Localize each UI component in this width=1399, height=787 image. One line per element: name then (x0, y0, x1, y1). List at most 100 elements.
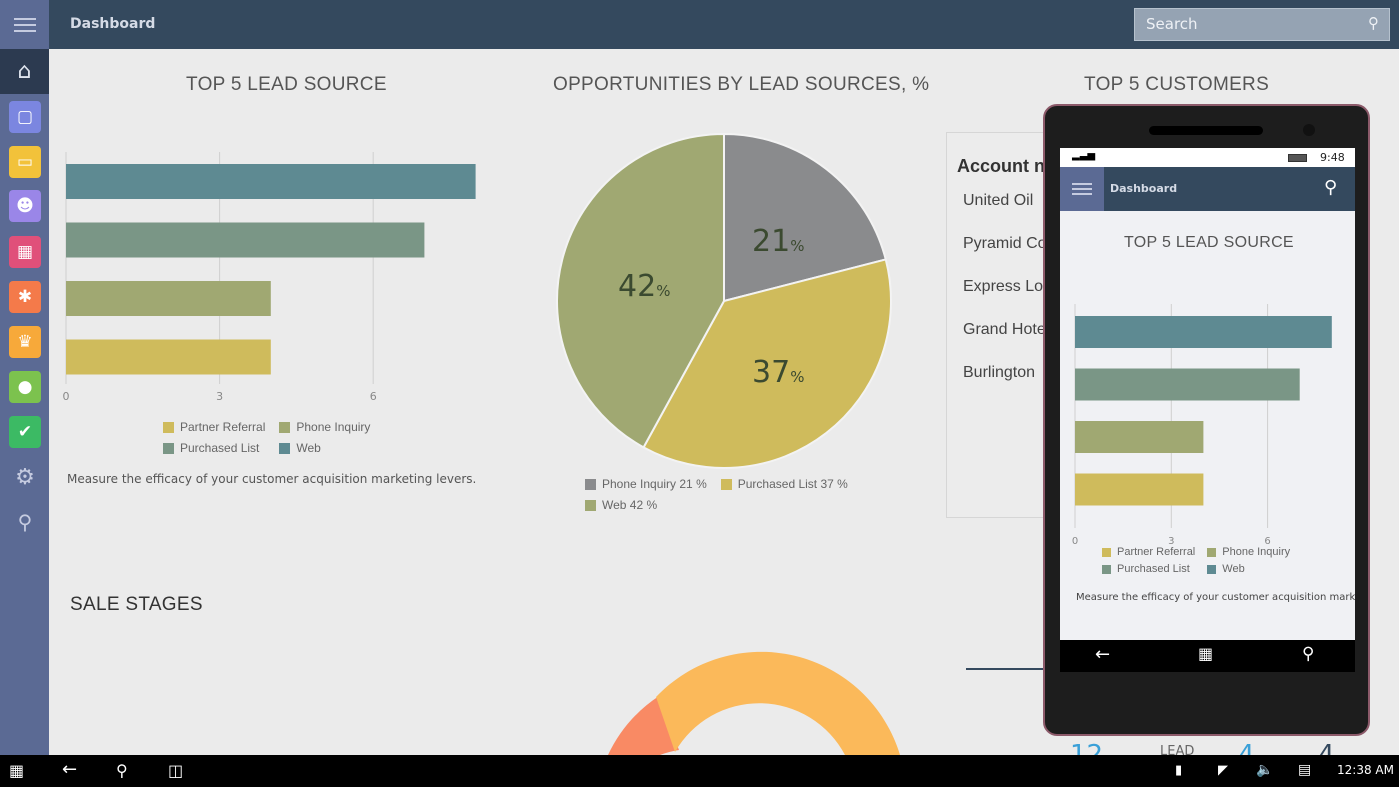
pie-slice-phone-inquiry (723, 132, 887, 303)
windows-icon[interactable]: ▦ (1198, 644, 1214, 663)
phone-bar-chart: 0 3 6 (1072, 304, 1332, 547)
table-row[interactable]: United Oil (963, 192, 1034, 209)
sidebar-item-crown[interactable]: ♛ (9, 326, 41, 358)
legend-item: Purchased List (163, 441, 265, 455)
phone-screen: ▂▃▅ 9:48 Dashboard ⚲ TOP 5 LEAD SOURCE 0… (1060, 148, 1355, 672)
bar-phone-inquiry (66, 281, 271, 316)
task-view-icon[interactable]: ◫ (168, 761, 184, 780)
hamburger-icon (1072, 188, 1092, 190)
x-tick-label: 0 (1072, 536, 1078, 547)
kpi-value: 4 (1318, 740, 1335, 755)
phone-page-title: Dashboard (1110, 182, 1178, 195)
x-tick-label: 6 (370, 390, 377, 403)
calendar-icon: ▦ (16, 242, 34, 262)
sidebar-item-briefcase[interactable]: ▭ (9, 146, 41, 178)
contact-card-icon: ☻ (16, 196, 34, 216)
windows-start-icon[interactable]: ▦ (9, 761, 25, 780)
search-icon[interactable]: ⚲ (116, 761, 128, 780)
search-input[interactable]: Search ⚲ (1134, 8, 1390, 41)
phone-nav-bar: ← ▦ ⚲ (1060, 640, 1355, 672)
x-tick-label: 3 (216, 390, 223, 403)
x-tick-label: 0 (63, 390, 70, 403)
legend-item: Phone Inquiry (1207, 546, 1290, 558)
sidebar-item-calendar[interactable]: ▦ (9, 236, 41, 268)
sidebar-item-folder[interactable]: ▢ (9, 101, 41, 133)
pie-label-purchased-list: 37% (752, 355, 805, 390)
sidebar-item-contacts[interactable]: ☻ (9, 190, 41, 222)
signal-icon: ▂▃▅ (1072, 150, 1096, 161)
lead-source-description: Measure the efficacy of your customer ac… (67, 472, 477, 486)
back-icon[interactable]: ← (1095, 644, 1111, 665)
sidebar-item-leads[interactable]: ✱ (9, 281, 41, 313)
bar-web (1075, 316, 1332, 348)
volume-icon[interactable]: 🔈 (1256, 762, 1274, 778)
phone-search-icon[interactable]: ⚲ (1324, 177, 1338, 198)
kpi-value: 4 (1238, 740, 1255, 755)
person-star-icon: ✱ (17, 287, 33, 307)
bar-phone-inquiry (1075, 421, 1204, 453)
legend-item: Phone Inquiry 21 % (585, 477, 707, 491)
table-row[interactable]: Pyramid Co (963, 235, 1047, 252)
kpi-label: LEAD (1160, 744, 1195, 755)
table-row[interactable]: Burlington (963, 364, 1036, 381)
home-icon: ⌂ (17, 59, 32, 84)
phone-header: Dashboard ⚲ (1060, 167, 1355, 211)
legend-item: Web (279, 441, 370, 455)
battery-icon[interactable]: ▮ (1175, 763, 1183, 778)
hamburger-menu-button[interactable] (0, 0, 49, 49)
phone-status-bar: ▂▃▅ 9:48 (1060, 148, 1355, 167)
gear-icon: ⚙ (15, 464, 35, 490)
sidebar-item-key[interactable]: ⚲ (9, 506, 41, 538)
phone-legend: Partner Referral Phone Inquiry Purchased… (1102, 546, 1290, 575)
bar-purchased-list (1075, 368, 1300, 401)
legend-item: Partner Referral (1102, 546, 1195, 558)
sidebar-item-tasks[interactable]: ✔ (9, 416, 41, 448)
pie-label-phone-inquiry: 21% (752, 224, 805, 259)
bar-web (66, 164, 476, 199)
column-header-account: Account n (957, 156, 1045, 176)
lightbulb-icon: ● (17, 377, 33, 397)
pie-label-web: 42% (618, 269, 671, 304)
opportunities-title: OPPORTUNITIES BY LEAD SOURCES, % (553, 74, 930, 95)
legend-item: Partner Referral (163, 420, 265, 434)
pie-slice-purchased-list (642, 258, 892, 469)
pie-slice-web (556, 132, 725, 449)
search-icon[interactable]: ⚲ (1302, 644, 1315, 664)
checkmark-icon: ✔ (17, 422, 33, 442)
divider (966, 668, 1046, 670)
opportunities-pie-chart (556, 132, 892, 469)
bar-partner-referral (1075, 473, 1204, 506)
table-row[interactable]: Grand Hote (963, 321, 1046, 338)
sidebar-item-home[interactable]: ⌂ (0, 49, 49, 94)
taskbar-clock[interactable]: 12:38 AM (1337, 763, 1394, 777)
search-icon[interactable]: ⚲ (1368, 14, 1379, 32)
bar-purchased-list (66, 222, 425, 258)
hamburger-icon (13, 23, 36, 26)
legend-item: Web (1207, 563, 1290, 575)
lead-source-legend: Partner Referral Phone Inquiry Purchased… (163, 420, 370, 455)
opportunities-legend: Phone Inquiry 21 % Purchased List 37 % W… (585, 477, 848, 512)
kpi-value: 12 (1070, 740, 1104, 755)
phone-hamburger-button[interactable] (1060, 167, 1104, 211)
battery-icon (1288, 154, 1307, 162)
search-placeholder: Search (1146, 15, 1198, 33)
legend-item: Purchased List 37 % (720, 477, 848, 491)
action-center-icon[interactable]: ▤ (1298, 762, 1312, 778)
legend-item: Phone Inquiry (279, 420, 370, 434)
page-title: Dashboard (70, 16, 156, 32)
phone-clock: 9:48 (1320, 151, 1345, 164)
legend-item: Purchased List (1102, 563, 1195, 575)
x-tick-label: 3 (1168, 536, 1174, 547)
sidebar-item-settings[interactable]: ⚙ (9, 461, 41, 493)
briefcase-icon: ▭ (16, 152, 34, 172)
sidebar-item-ideas[interactable]: ● (9, 371, 41, 403)
folder-icon: ▢ (16, 107, 34, 127)
wifi-icon[interactable]: ◤ (1218, 763, 1228, 778)
taskbar: ▦ ← ⚲ ◫ ▮ ◤ 🔈 ▤ 12:38 AM (0, 755, 1399, 787)
phone-camera (1303, 124, 1315, 136)
key-icon: ⚲ (17, 510, 33, 534)
donut-segment-yellow (656, 651, 900, 755)
back-icon[interactable]: ← (62, 759, 78, 780)
phone-speaker (1149, 126, 1263, 135)
table-row[interactable]: Express Log (963, 278, 1052, 295)
